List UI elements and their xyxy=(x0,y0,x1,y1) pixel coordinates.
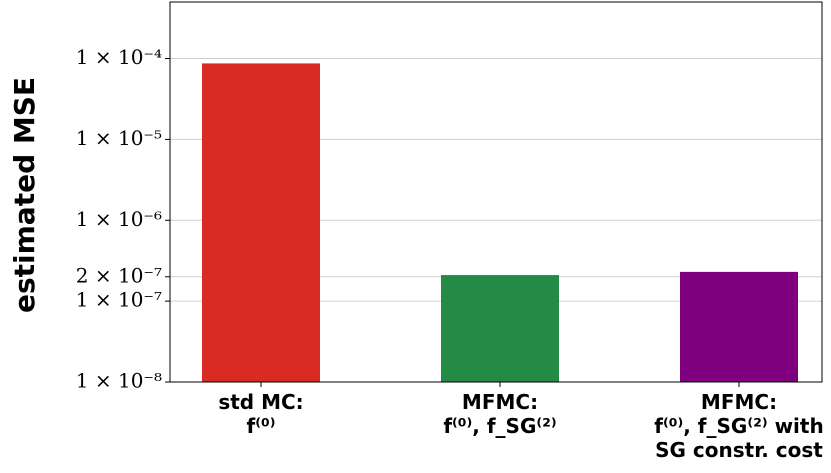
x-tick-label: MFMC: f⁽⁰⁾, f_SG⁽²⁾ xyxy=(443,390,557,438)
bar xyxy=(441,275,559,382)
bar xyxy=(680,271,798,382)
y-tick-label: 1 × 10⁻⁷ xyxy=(76,288,162,312)
bar xyxy=(202,63,320,382)
y-tick-label: 1 × 10⁻⁵ xyxy=(76,126,162,150)
x-tick-label: std MC: f⁽⁰⁾ xyxy=(218,390,304,438)
y-tick-label: 2 × 10⁻⁷ xyxy=(76,263,162,287)
y-tick-label: 1 × 10⁻⁶ xyxy=(76,207,162,231)
y-tick-label: 1 × 10⁻⁸ xyxy=(76,369,162,393)
x-tick-label: MFMC: f⁽⁰⁾, f_SG⁽²⁾ with SG constr. cost xyxy=(654,390,824,462)
y-axis-label: estimated MSE xyxy=(8,77,41,313)
y-tick-label: 1 × 10⁻⁴ xyxy=(76,45,162,69)
plot-frame xyxy=(169,1,823,383)
